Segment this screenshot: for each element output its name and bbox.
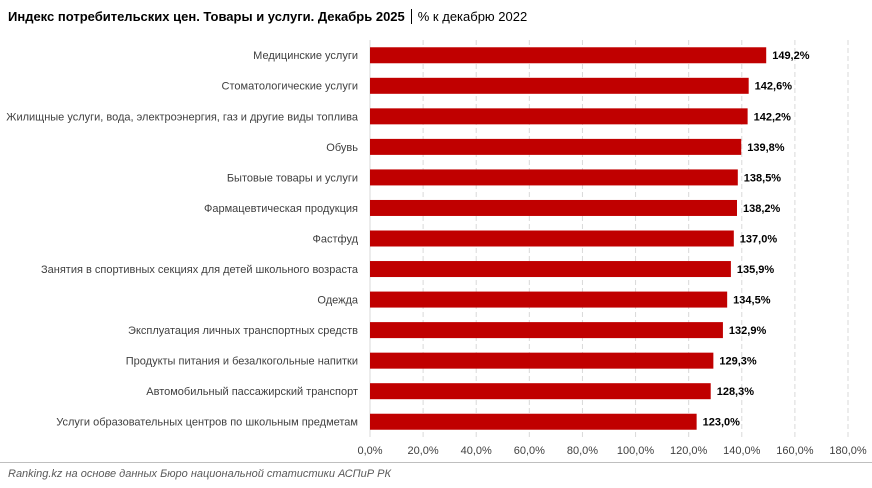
bar	[370, 47, 767, 64]
category-label: Жилищные услуги, вода, электроэнергия, г…	[6, 111, 359, 123]
value-label: 138,5%	[744, 172, 782, 184]
x-tick-label: 120,0%	[670, 445, 708, 457]
chart-subtitle: % к декабрю 2022	[417, 9, 528, 24]
value-label: 142,6%	[755, 81, 793, 93]
category-label: Фастфуд	[313, 233, 359, 245]
source-note: Ranking.kz на основе данных Бюро национа…	[8, 468, 391, 480]
title-separator	[410, 9, 412, 24]
x-tick-label: 100,0%	[617, 445, 655, 457]
x-tick-label: 20,0%	[408, 445, 439, 457]
bar	[370, 77, 749, 94]
x-tick-label: 180,0%	[829, 445, 867, 457]
value-label: 139,8%	[747, 142, 785, 154]
category-label: Бытовые товары и услуги	[227, 172, 358, 184]
category-label: Услуги образовательных центров по школьн…	[56, 417, 358, 429]
bar	[370, 291, 728, 308]
value-label: 138,2%	[743, 203, 781, 215]
x-tick-label: 160,0%	[776, 445, 814, 457]
category-label: Обувь	[326, 142, 358, 154]
category-label: Медицинские услуги	[253, 50, 358, 62]
bar	[370, 138, 742, 155]
bar	[370, 199, 737, 216]
category-label: Фармацевтическая продукция	[204, 203, 358, 215]
bar	[370, 169, 738, 186]
bar	[370, 322, 723, 339]
bar	[370, 383, 711, 400]
x-tick-label: 60,0%	[514, 445, 545, 457]
chart-title: Индекс потребительских цен. Товары и усл…	[8, 9, 405, 24]
x-tick-label: 0,0%	[357, 445, 382, 457]
value-label: 123,0%	[703, 417, 741, 429]
x-tick-label: 140,0%	[723, 445, 761, 457]
value-label: 142,2%	[754, 111, 792, 123]
category-label: Стоматологические услуги	[222, 81, 358, 93]
value-label: 149,2%	[772, 50, 810, 62]
bar	[370, 108, 748, 125]
category-label: Автомобильный пассажирский транспорт	[146, 386, 358, 398]
value-label: 132,9%	[729, 325, 767, 337]
category-label: Продукты питания и безалкогольные напитк…	[126, 356, 358, 368]
bar	[370, 230, 734, 247]
category-label: Занятия в спортивных секциях для детей ш…	[41, 264, 359, 276]
x-tick-label: 40,0%	[461, 445, 492, 457]
chart: 0,0% 20,0% 40,0% 60,0% 80,0% 100,0% 120,0% 140,…	[6, 40, 867, 457]
value-label: 134,5%	[733, 294, 771, 306]
category-label: Одежда	[317, 294, 359, 306]
bar	[370, 261, 731, 278]
value-label: 129,3%	[719, 356, 757, 368]
bar	[370, 413, 697, 430]
header: Индекс потребительских цен. Товары и усл…	[8, 9, 527, 24]
category-label: Эксплуатация личных транспортных средств	[128, 325, 358, 337]
value-label: 137,0%	[740, 233, 778, 245]
footer: Ranking.kz на основе данных Бюро национа…	[0, 462, 872, 480]
value-label: 135,9%	[737, 264, 775, 276]
value-label: 128,3%	[717, 386, 755, 398]
x-tick-label: 80,0%	[567, 445, 598, 457]
bar	[370, 352, 714, 369]
